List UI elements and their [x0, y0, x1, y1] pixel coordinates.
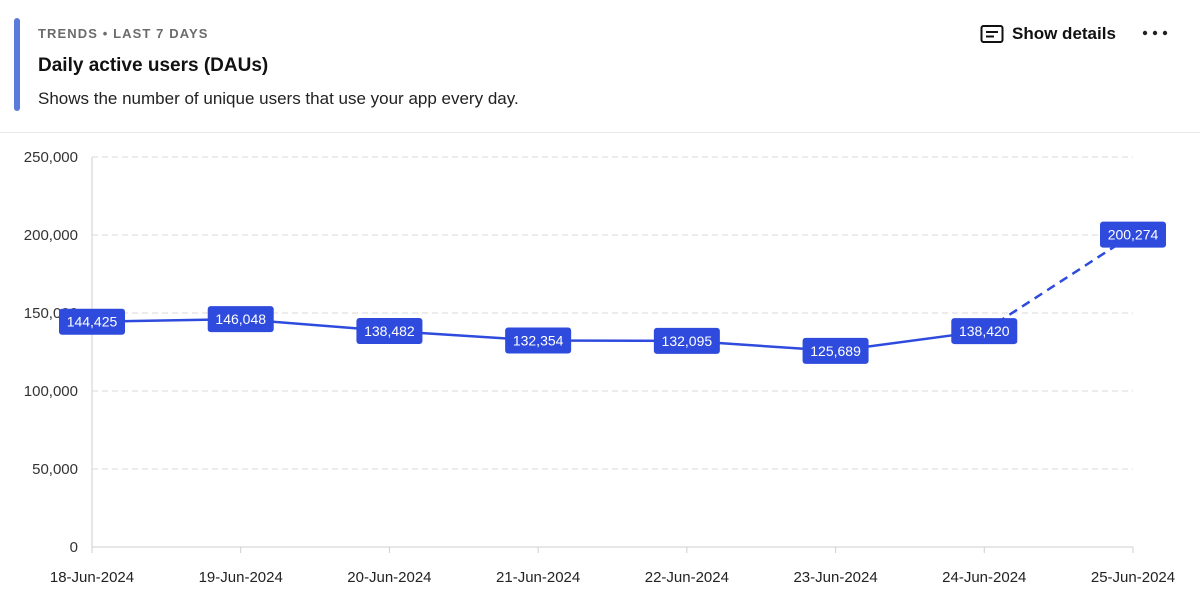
accent-bar — [14, 18, 20, 111]
y-tick-label: 200,000 — [24, 227, 78, 244]
data-point-badge — [951, 318, 1018, 345]
x-tick-label: 21-Jun-2024 — [496, 569, 580, 586]
data-point-badge — [653, 327, 720, 354]
chart-title: Daily active users (DAUs) — [38, 55, 269, 76]
y-tick-label: 250,000 — [24, 149, 78, 166]
more-horizontal-icon — [1142, 30, 1168, 36]
data-point-badge — [59, 308, 125, 335]
data-point-badge — [1100, 221, 1166, 248]
x-tick-label: 18-Jun-2024 — [50, 569, 134, 586]
show-details-button[interactable]: Show details — [980, 21, 1116, 47]
more-options-button[interactable] — [1140, 22, 1170, 44]
y-tick-label: 50,000 — [32, 461, 78, 478]
x-tick-label: 20-Jun-2024 — [347, 569, 431, 586]
data-point-label: 200,274 — [1108, 227, 1159, 243]
x-tick-label: 25-Jun-2024 — [1091, 569, 1175, 586]
data-point-badge — [802, 337, 869, 364]
data-point-label: 138,420 — [959, 323, 1010, 339]
data-point-badge — [505, 327, 572, 354]
data-point-label: 138,482 — [364, 323, 415, 339]
x-tick-label: 22-Jun-2024 — [645, 569, 729, 586]
x-tick-label: 19-Jun-2024 — [199, 569, 283, 586]
x-tick-label: 23-Jun-2024 — [793, 569, 877, 586]
details-icon — [980, 25, 1004, 43]
data-point-label: 125,689 — [810, 343, 861, 359]
y-tick-label: 100,000 — [24, 383, 78, 400]
data-point-label: 146,048 — [215, 311, 266, 327]
data-point-badge — [207, 306, 274, 333]
dau-line-chart: 050,000100,000150,000200,000250,00018-Ju… — [24, 149, 1175, 586]
show-details-label: Show details — [1012, 24, 1116, 43]
y-tick-label: 0 — [70, 539, 78, 556]
card-header: TRENDS • LAST 7 DAYS Daily active users … — [0, 0, 1200, 133]
x-tick-label: 24-Jun-2024 — [942, 569, 1026, 586]
eyebrow-label: TRENDS • LAST 7 DAYS — [38, 26, 209, 41]
chart-description: Shows the number of unique users that us… — [38, 89, 519, 108]
series-line-projected — [983, 233, 1134, 333]
data-point-label: 132,354 — [513, 333, 564, 349]
data-point-badge — [356, 317, 423, 344]
data-point-label: 144,425 — [67, 314, 118, 330]
data-point-label: 132,095 — [662, 333, 713, 349]
